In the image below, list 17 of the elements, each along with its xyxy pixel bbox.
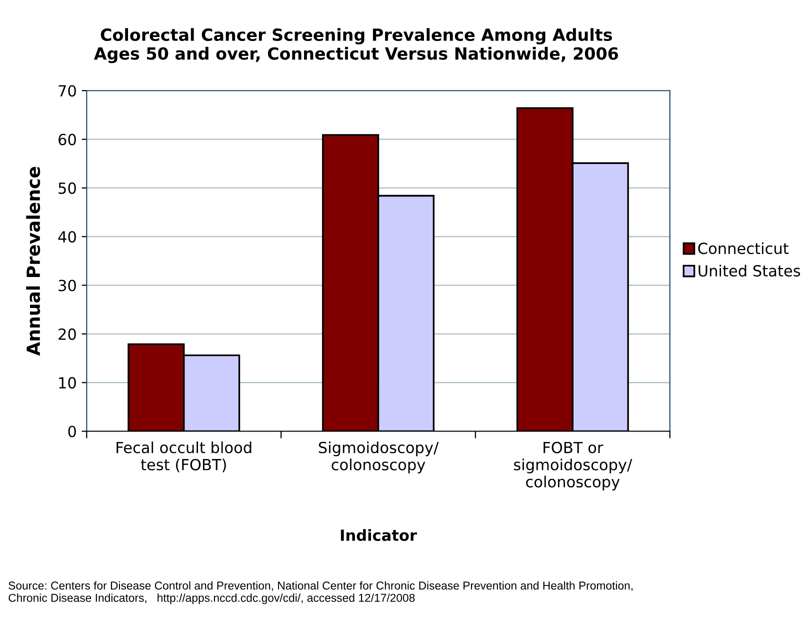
x-axis-title: Indicator xyxy=(340,529,417,541)
y-axis-title: Annual Prevalence xyxy=(26,166,40,356)
y-tick-label: 10 xyxy=(59,377,76,389)
y-tick-label: 70 xyxy=(58,85,76,97)
chart-title: Colorectal Cancer Screening Prevalence Among Adults Ages 50 and over, Connecticut Versus Nationwide, 2006 xyxy=(94,28,618,64)
y-tick-label: 60 xyxy=(58,134,76,146)
legend-label: United States xyxy=(698,264,800,277)
legend-label: Connecticut xyxy=(698,242,788,254)
y-tick-label: 0 xyxy=(68,426,76,438)
x-tick-label: FOBT or sigmoidoscopy/ colonoscopy xyxy=(514,442,632,490)
source-note: Source: Centers for Disease Control and Prevention, National Center for Chronic Disease Prevention and Health Promotion, Chronic Disease Indicators, http://apps.nccd.cdc.gov/cdi/, accessed 12/17/2008 xyxy=(8,581,633,604)
y-tick-label: 50 xyxy=(58,182,76,194)
y-tick-label: 30 xyxy=(58,280,76,292)
y-tick-label: 40 xyxy=(58,231,76,243)
y-tick-label: 20 xyxy=(58,328,76,340)
x-tick-label: Fecal occult blood test (FOBT) xyxy=(116,441,252,472)
x-tick-label: Sigmoidoscopy/ colonoscopy xyxy=(318,441,439,474)
